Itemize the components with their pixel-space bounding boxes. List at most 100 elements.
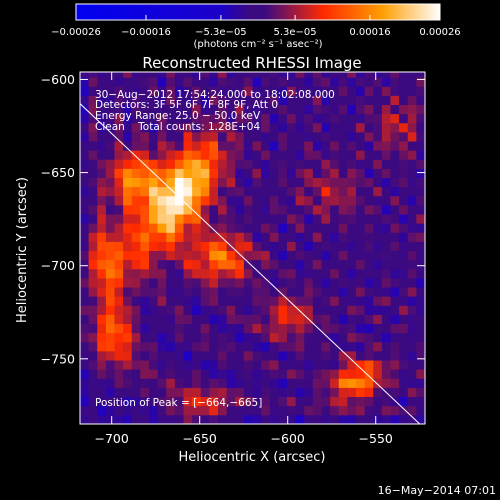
heatmap-cell bbox=[295, 150, 305, 160]
heatmap-cell bbox=[338, 323, 348, 334]
heatmap-cell bbox=[192, 350, 202, 361]
heatmap-cell bbox=[97, 360, 107, 370]
heatmap-cell bbox=[209, 186, 219, 197]
heatmap-cell bbox=[356, 277, 366, 288]
heatmap-cell bbox=[373, 259, 383, 270]
heatmap-cell bbox=[235, 405, 245, 416]
heatmap-cell bbox=[131, 323, 141, 334]
heatmap-cell bbox=[390, 323, 400, 334]
heatmap-cell bbox=[252, 287, 262, 297]
heatmap-cell bbox=[243, 305, 253, 315]
heatmap-cell bbox=[295, 104, 305, 115]
heatmap-cell bbox=[356, 186, 366, 197]
heatmap-cell bbox=[390, 268, 400, 279]
heatmap-cell bbox=[218, 104, 228, 115]
heatmap-cell bbox=[200, 77, 210, 87]
heatmap-cell bbox=[356, 268, 366, 279]
heatmap-cell bbox=[416, 150, 425, 160]
heatmap-cell bbox=[157, 195, 167, 206]
heatmap-cell bbox=[390, 104, 400, 115]
heatmap-cell bbox=[278, 159, 288, 169]
heatmap-cell bbox=[209, 159, 219, 169]
heatmap-cell bbox=[192, 95, 202, 105]
heatmap-cell bbox=[218, 350, 228, 361]
heatmap-cell bbox=[243, 314, 253, 325]
heatmap-cell bbox=[295, 72, 305, 78]
heatmap-cell bbox=[416, 177, 425, 188]
heatmap-cell bbox=[226, 405, 236, 416]
heatmap-cell bbox=[88, 150, 98, 160]
heatmap-cell bbox=[330, 122, 340, 133]
heatmap-cell bbox=[407, 141, 417, 151]
heatmap-cell bbox=[407, 77, 417, 87]
heatmap-cell bbox=[381, 277, 391, 288]
heatmap-cell bbox=[364, 177, 374, 188]
heatmap-cell bbox=[330, 141, 340, 151]
heatmap-cell bbox=[304, 204, 314, 215]
heatmap-cell bbox=[218, 332, 228, 343]
heatmap-cell bbox=[338, 104, 348, 115]
heatmap-cell bbox=[295, 360, 305, 370]
heatmap-cell bbox=[330, 323, 340, 334]
heatmap-cell bbox=[209, 95, 219, 105]
heatmap-cell bbox=[131, 277, 141, 288]
heatmap-cell bbox=[252, 405, 262, 416]
heatmap-cell bbox=[356, 168, 366, 178]
heatmap-cell bbox=[123, 396, 133, 407]
heatmap-cell bbox=[399, 305, 409, 315]
heatmap-cell bbox=[390, 369, 400, 379]
heatmap-cell bbox=[200, 159, 210, 169]
heatmap-cell bbox=[235, 104, 245, 115]
heatmap-cell bbox=[114, 332, 124, 343]
heatmap-cell bbox=[261, 86, 271, 96]
heatmap-cell bbox=[80, 378, 90, 388]
heatmap-cell bbox=[295, 204, 305, 215]
heatmap-cell bbox=[192, 104, 202, 115]
heatmap-cell bbox=[347, 195, 357, 206]
heatmap-cell bbox=[330, 277, 340, 288]
heatmap-cell bbox=[218, 204, 228, 215]
heatmap-cell bbox=[140, 405, 150, 416]
heatmap-cell bbox=[416, 122, 425, 133]
heatmap-cell bbox=[287, 378, 297, 388]
heatmap-cell bbox=[347, 369, 357, 379]
heatmap-cell bbox=[407, 104, 417, 115]
heatmap-cell bbox=[381, 113, 391, 124]
heatmap-cell bbox=[226, 204, 236, 215]
heatmap-cell bbox=[269, 341, 279, 352]
heatmap-cell bbox=[88, 268, 98, 279]
heatmap-cell bbox=[338, 186, 348, 197]
heatmap-cell bbox=[174, 350, 184, 361]
heatmap-cell bbox=[97, 113, 107, 124]
heatmap-cell bbox=[287, 95, 297, 105]
heatmap-cell bbox=[192, 341, 202, 352]
heatmap-cell bbox=[88, 259, 98, 270]
heatmap-cell bbox=[174, 195, 184, 206]
heatmap-cell bbox=[399, 232, 409, 242]
heatmap-cell bbox=[235, 287, 245, 297]
heatmap-cell bbox=[105, 122, 115, 133]
heatmap-cell bbox=[243, 332, 253, 343]
heatmap-cell bbox=[183, 314, 193, 325]
heatmap-cell bbox=[105, 268, 115, 279]
heatmap-cell bbox=[321, 150, 331, 160]
heatmap-cell bbox=[373, 177, 383, 188]
heatmap-cell bbox=[338, 387, 348, 398]
heatmap-cell bbox=[166, 86, 176, 96]
heatmap-cell bbox=[97, 341, 107, 352]
heatmap-cell bbox=[390, 131, 400, 142]
heatmap-cell bbox=[192, 86, 202, 96]
heatmap-cell bbox=[269, 168, 279, 178]
heatmap-cell bbox=[356, 122, 366, 133]
heatmap-cell bbox=[356, 113, 366, 124]
heatmap-cell bbox=[105, 223, 115, 233]
heatmap-cell bbox=[131, 95, 141, 105]
heatmap-cell bbox=[330, 314, 340, 325]
heatmap-cell bbox=[166, 223, 176, 233]
heatmap-cell bbox=[149, 131, 159, 142]
heatmap-cell bbox=[235, 168, 245, 178]
heatmap-cell bbox=[105, 177, 115, 188]
heatmap-cell bbox=[114, 122, 124, 133]
heatmap-cell bbox=[157, 414, 167, 424]
heatmap-cell bbox=[295, 250, 305, 261]
